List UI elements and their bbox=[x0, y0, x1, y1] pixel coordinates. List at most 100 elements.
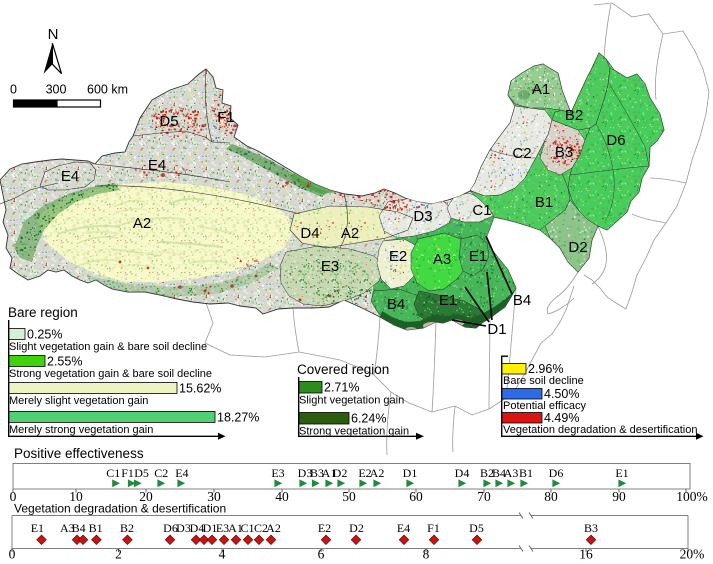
svg-text:D1: D1 bbox=[203, 521, 218, 535]
svg-text:B2: B2 bbox=[480, 466, 494, 480]
svg-text:A2: A2 bbox=[370, 466, 385, 480]
svg-text:E4: E4 bbox=[148, 157, 166, 174]
svg-text:4: 4 bbox=[219, 547, 226, 560]
svg-text:0: 0 bbox=[10, 83, 17, 97]
svg-text:20: 20 bbox=[139, 489, 153, 504]
svg-text:A3: A3 bbox=[504, 466, 519, 480]
svg-text:F1: F1 bbox=[217, 109, 235, 126]
svg-text:B1: B1 bbox=[89, 521, 103, 535]
svg-text:70: 70 bbox=[477, 489, 491, 504]
svg-text:8: 8 bbox=[423, 547, 430, 560]
svg-text:600 km: 600 km bbox=[87, 83, 128, 97]
svg-text:C1: C1 bbox=[106, 466, 120, 480]
svg-text:E2: E2 bbox=[389, 248, 407, 265]
svg-text:B3: B3 bbox=[555, 144, 573, 161]
svg-text:B2: B2 bbox=[565, 107, 583, 124]
svg-text:E3: E3 bbox=[271, 466, 284, 480]
svg-text:C2: C2 bbox=[254, 521, 268, 535]
svg-text:6: 6 bbox=[318, 547, 325, 560]
svg-text:Merely slight vegetation gain: Merely slight vegetation gain bbox=[9, 395, 148, 407]
svg-text:D4: D4 bbox=[455, 466, 470, 480]
svg-text:A3: A3 bbox=[60, 521, 75, 535]
svg-text:B4: B4 bbox=[513, 292, 531, 309]
svg-text:16: 16 bbox=[579, 547, 593, 560]
svg-text:D1: D1 bbox=[487, 321, 506, 338]
svg-text:A2: A2 bbox=[341, 225, 359, 242]
svg-text:30: 30 bbox=[207, 489, 221, 504]
svg-text:D3: D3 bbox=[176, 521, 191, 535]
svg-text:E4: E4 bbox=[175, 466, 188, 480]
svg-text:D4: D4 bbox=[190, 521, 205, 535]
svg-text:2.55%: 2.55% bbox=[47, 355, 82, 369]
svg-text:B3: B3 bbox=[310, 466, 324, 480]
svg-text:Vegetation degradation & deser: Vegetation degradation & desertification bbox=[503, 424, 697, 436]
svg-text:D6: D6 bbox=[163, 521, 178, 535]
svg-text:B3: B3 bbox=[584, 521, 598, 535]
svg-text:Strong vegetation gain & bare: Strong vegetation gain & bare soil decli… bbox=[9, 368, 212, 380]
svg-text:B1: B1 bbox=[519, 466, 533, 480]
svg-text:Slight vegetation gain & bare: Slight vegetation gain & bare soil decli… bbox=[9, 341, 207, 353]
svg-text:N: N bbox=[48, 26, 59, 43]
svg-text:2.96%: 2.96% bbox=[528, 362, 563, 376]
svg-text:Strong vegetation gain: Strong vegetation gain bbox=[299, 426, 409, 438]
svg-text:0: 0 bbox=[9, 547, 16, 560]
svg-text:D4: D4 bbox=[300, 225, 319, 242]
svg-text:2: 2 bbox=[115, 547, 122, 560]
svg-text:18.27%: 18.27% bbox=[217, 410, 259, 424]
svg-text:90: 90 bbox=[612, 489, 626, 504]
svg-text:E3: E3 bbox=[216, 521, 229, 535]
svg-text:C2: C2 bbox=[512, 145, 531, 162]
svg-text:D5: D5 bbox=[159, 113, 178, 130]
svg-text:A1: A1 bbox=[228, 521, 243, 535]
svg-text:A3: A3 bbox=[433, 251, 451, 268]
svg-text:A2: A2 bbox=[133, 215, 151, 232]
svg-text:B4: B4 bbox=[72, 521, 86, 535]
svg-text:E1: E1 bbox=[439, 292, 457, 309]
svg-text:15.62%: 15.62% bbox=[179, 381, 221, 395]
svg-text:60: 60 bbox=[409, 489, 423, 504]
svg-text:A1: A1 bbox=[532, 81, 550, 98]
svg-text:D6: D6 bbox=[549, 466, 564, 480]
svg-text:4.50%: 4.50% bbox=[544, 387, 579, 401]
svg-text:4.49%: 4.49% bbox=[544, 411, 579, 425]
svg-text:E2: E2 bbox=[358, 466, 371, 480]
svg-text:D6: D6 bbox=[606, 132, 625, 149]
svg-text:E2: E2 bbox=[318, 521, 331, 535]
svg-text:Slight vegetation gain: Slight vegetation gain bbox=[299, 395, 404, 407]
svg-text:50: 50 bbox=[342, 489, 356, 504]
svg-text:E1: E1 bbox=[469, 248, 487, 265]
svg-text:300: 300 bbox=[46, 83, 67, 97]
svg-text:C2: C2 bbox=[154, 466, 168, 480]
svg-text:20%: 20% bbox=[680, 547, 705, 560]
svg-text:100%: 100% bbox=[676, 489, 708, 504]
svg-text:0: 0 bbox=[10, 489, 17, 504]
svg-text:Bare soil decline: Bare soil decline bbox=[503, 375, 584, 387]
svg-text:D5: D5 bbox=[134, 466, 149, 480]
svg-text:C1: C1 bbox=[472, 202, 491, 219]
svg-text:Positive effectiveness: Positive effectiveness bbox=[14, 446, 144, 461]
svg-text:C1: C1 bbox=[240, 521, 254, 535]
svg-text:B4: B4 bbox=[387, 296, 405, 313]
svg-text:10: 10 bbox=[69, 489, 83, 504]
svg-text:E1: E1 bbox=[31, 521, 44, 535]
svg-text:E4: E4 bbox=[61, 168, 79, 185]
svg-text:D1: D1 bbox=[403, 466, 418, 480]
svg-text:2.71%: 2.71% bbox=[324, 381, 359, 395]
svg-text:B4: B4 bbox=[492, 466, 506, 480]
svg-text:D3: D3 bbox=[413, 208, 432, 225]
svg-text:F1: F1 bbox=[121, 466, 134, 480]
svg-text:6.24%: 6.24% bbox=[351, 412, 386, 426]
svg-text:B2: B2 bbox=[120, 521, 134, 535]
svg-text:D5: D5 bbox=[469, 521, 484, 535]
svg-text:D2: D2 bbox=[333, 466, 348, 480]
svg-text:Merely strong vegetation gain: Merely strong vegetation gain bbox=[9, 424, 153, 436]
svg-text:0.25%: 0.25% bbox=[27, 328, 62, 342]
svg-text:D3: D3 bbox=[298, 466, 313, 480]
svg-text:D2: D2 bbox=[349, 521, 364, 535]
svg-text:80: 80 bbox=[544, 489, 558, 504]
svg-text:D2: D2 bbox=[568, 239, 587, 256]
svg-text:E3: E3 bbox=[321, 258, 339, 275]
svg-text:A2: A2 bbox=[266, 521, 281, 535]
svg-text:Bare region: Bare region bbox=[8, 305, 78, 320]
svg-text:E4: E4 bbox=[397, 521, 410, 535]
